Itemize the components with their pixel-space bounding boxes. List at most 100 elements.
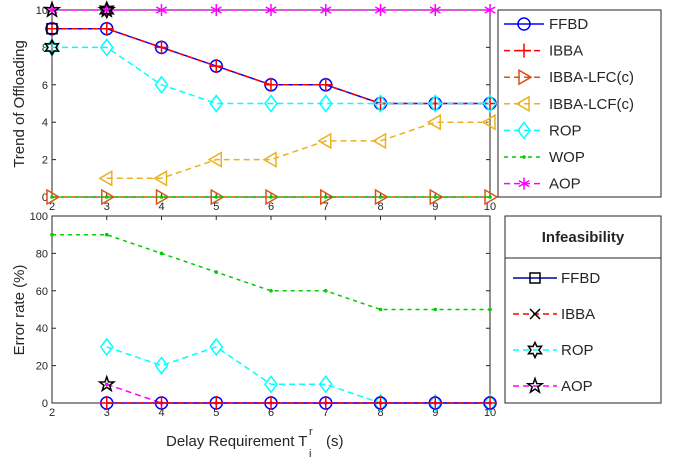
- top-ibba-lcf-c-marker: [153, 169, 168, 187]
- bottom-wop-marker: [104, 232, 109, 237]
- bottom-ibba-marker: [154, 396, 169, 410]
- bottom-rop-marker: [264, 375, 278, 394]
- top-rop-marker: [318, 94, 333, 113]
- top-wop-marker: [323, 195, 328, 199]
- top-rop-marker: [373, 94, 388, 113]
- bottom-legend-ffbd-marker: [529, 272, 541, 284]
- bottom-wop-marker: [488, 307, 492, 312]
- top-extra-pentagram-marker: [97, 0, 117, 18]
- top-rop-marker: [264, 94, 278, 113]
- top-legend-ibba-lfc-c-marker: [518, 68, 533, 86]
- top-extra-hexagram-marker: [44, 38, 60, 57]
- top-legend-wop-label: WOP: [549, 149, 585, 166]
- x-axis-label-main: Delay Requirement T: [166, 433, 307, 450]
- top-legend-ibba-label: IBBA: [549, 43, 583, 60]
- bottom-ibba-marker: [99, 396, 114, 410]
- bottom-rop-marker: [373, 393, 388, 413]
- top-legend-entry-wop: WOP: [504, 149, 585, 166]
- top-ibba-lcf-c-marker: [262, 151, 277, 168]
- top-ibba-marker: [318, 77, 333, 92]
- top-aop-marker: [429, 4, 441, 16]
- top-wop-marker: [378, 195, 383, 199]
- top-ibba-marker: [209, 59, 224, 74]
- bottom-wop-marker: [433, 307, 438, 312]
- top-aop-marker: [374, 4, 387, 16]
- bottom-y-tick-label: 60: [36, 286, 48, 298]
- top-legend-entry-ibba-lcf-c: IBBA-LCF(c): [504, 95, 634, 113]
- top-wop-marker: [50, 195, 54, 199]
- bottom-y-tick-label: 20: [36, 361, 48, 373]
- top-legend-ibba-lfc-c-label: IBBA-LFC(c): [549, 69, 634, 86]
- top-legend-ibba-lcf-c-marker: [515, 95, 530, 113]
- top-extra-pentagram-markers: [42, 0, 117, 18]
- top-rop-marker: [99, 38, 114, 57]
- top-y-tick-label: 6: [42, 80, 48, 92]
- top-aop-marker: [155, 4, 168, 16]
- bottom-legend-ibba-label: IBBA: [561, 306, 595, 323]
- bottom-wop-marker: [378, 307, 383, 312]
- top-legend-ibba-marker: [517, 43, 531, 58]
- bottom-legend-entry-rop: ROP: [513, 340, 594, 360]
- bottom-ibba-marker: [209, 396, 224, 410]
- bottom-rop-marker: [209, 337, 224, 357]
- top-legend-rop-marker: [517, 121, 531, 140]
- x-axis-label-sup: r: [309, 426, 313, 438]
- x-axis-label: Delay Requirement T r i (s): [166, 426, 344, 460]
- top-rop-line: [52, 46, 490, 105]
- top-ibba-lcf-c-marker: [207, 151, 222, 168]
- bottom-x-tick-label: 6: [268, 407, 274, 419]
- bottom-rop-marker: [428, 393, 443, 413]
- bottom-aop-marker: [104, 382, 109, 387]
- top-extra-hexagram-marker: [98, 0, 115, 20]
- top-legend-aop-marker: [518, 177, 530, 190]
- top-legend: FFBD IBBA IBBA-LFC(c) IBBA-LCF(c) ROP WOP AOP: [497, 9, 662, 198]
- top-wop-marker: [159, 195, 164, 199]
- bottom-x-tick-label: 7: [323, 407, 329, 419]
- bottom-wop-line: [52, 233, 490, 311]
- bottom-legend-entry-aop: AOP: [513, 376, 593, 395]
- bottom-legend-rop-label: ROP: [561, 342, 594, 359]
- bottom-y-tick-label: 0: [42, 398, 48, 410]
- top-x-tick-label: 5: [213, 201, 219, 213]
- bottom-y-tick-label: 100: [30, 211, 48, 223]
- top-aop-marker: [265, 4, 277, 16]
- top-aop-marker: [320, 4, 332, 16]
- top-ibba-lfc-c-marker: [265, 188, 280, 206]
- bottom-legend-ibba-marker: [529, 308, 541, 320]
- bottom-ibba-marker: [428, 396, 443, 410]
- bottom-rop-marker: [99, 337, 114, 357]
- top-legend-aop-label: AOP: [549, 176, 581, 193]
- top-ibba-lfc-c-marker: [210, 188, 225, 206]
- top-ibba-lfc-c-marker: [46, 188, 61, 206]
- top-x-tick-label: 3: [104, 201, 110, 213]
- top-ibba-lfc-c-marker: [320, 188, 335, 206]
- top-ibba-lcf-c-marker: [426, 113, 441, 131]
- top-ibba-line: [52, 27, 490, 105]
- top-series-wop: [50, 195, 492, 199]
- top-legend-entry-ffbd: FFBD: [504, 16, 588, 33]
- top-x-tick-label: 7: [323, 201, 329, 213]
- bottom-x-tick-label: 10: [484, 407, 496, 419]
- top-extra-hexagram-markers: [44, 0, 115, 57]
- bottom-extra-pentagram-marker: [97, 374, 117, 393]
- top-wop-marker: [104, 195, 109, 199]
- top-ibba-lcf-c-line: [106, 121, 490, 180]
- top-aop-marker: [484, 4, 496, 16]
- top-aop-marker: [210, 4, 222, 16]
- bottom-legend-aop-label: AOP: [561, 378, 593, 395]
- bottom-wop-marker: [269, 289, 273, 293]
- bottom-x-tick-label: 3: [104, 407, 110, 419]
- top-legend-entry-ibba-lfc-c: IBBA-LFC(c): [504, 68, 634, 86]
- top-ibba-lcf-c-marker: [98, 169, 113, 187]
- top-wop-marker: [488, 195, 492, 199]
- bottom-legend-aop-marker: [525, 376, 545, 394]
- top-extra-pentagram-marker: [42, 0, 62, 18]
- top-rop-marker: [428, 94, 443, 113]
- top-legend-wop-marker: [522, 155, 526, 159]
- bottom-extra-pentagram-markers: [97, 374, 117, 393]
- top-legend-entry-aop: AOP: [504, 176, 581, 193]
- top-y-tick-label: 2: [42, 155, 48, 167]
- top-ibba-marker: [154, 40, 169, 55]
